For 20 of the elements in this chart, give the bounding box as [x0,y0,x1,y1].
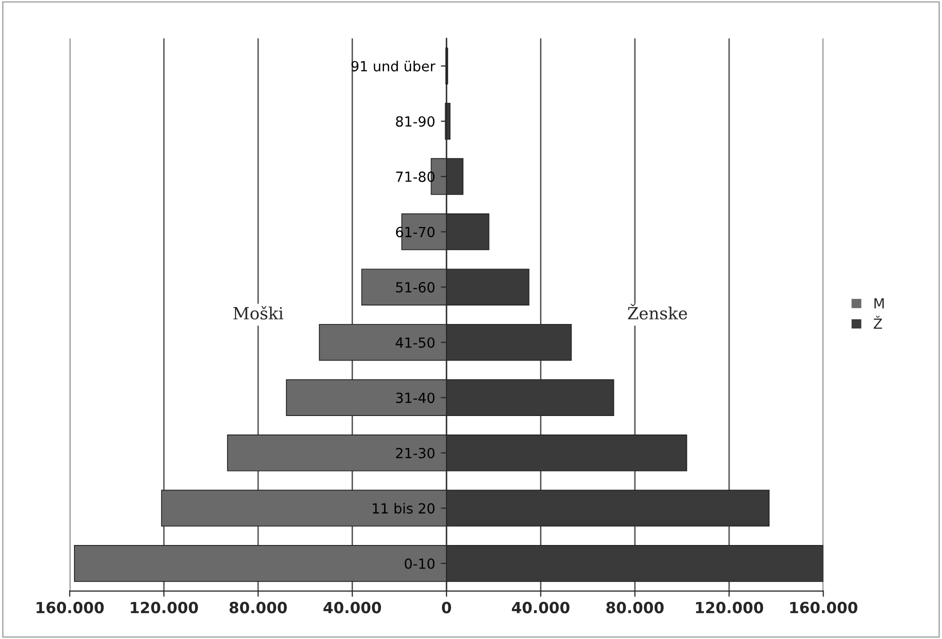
x-tick-label: 80.000 [230,602,287,614]
x-tick-label: 80.000 [606,602,664,614]
y-tick-label: 51-60 [396,282,434,293]
legend-label: M [874,298,884,308]
y-tick-label: 31-40 [396,392,434,404]
y-tick-label: 41-50 [396,337,434,348]
legend-label: Ž [874,316,882,329]
x-tick-label: 120.000 [696,602,764,614]
x-tick-label: 120.000 [130,602,198,614]
annotation: Moški [233,306,284,320]
y-tick-label: 11 bis 20 [372,502,434,514]
x-tick-label: 160.000 [36,602,104,614]
y-tick-label: 21-30 [396,448,434,458]
x-tick-label: 40.000 [512,602,570,614]
y-tick-label: 81-90 [396,116,434,127]
x-tick-label: 40.000 [324,602,382,614]
y-tick-label: 0-10 [404,558,434,569]
x-tick-label: 160.000 [790,602,858,614]
annotation: Ženske [628,304,688,320]
x-tick-label: 0 [442,602,452,614]
